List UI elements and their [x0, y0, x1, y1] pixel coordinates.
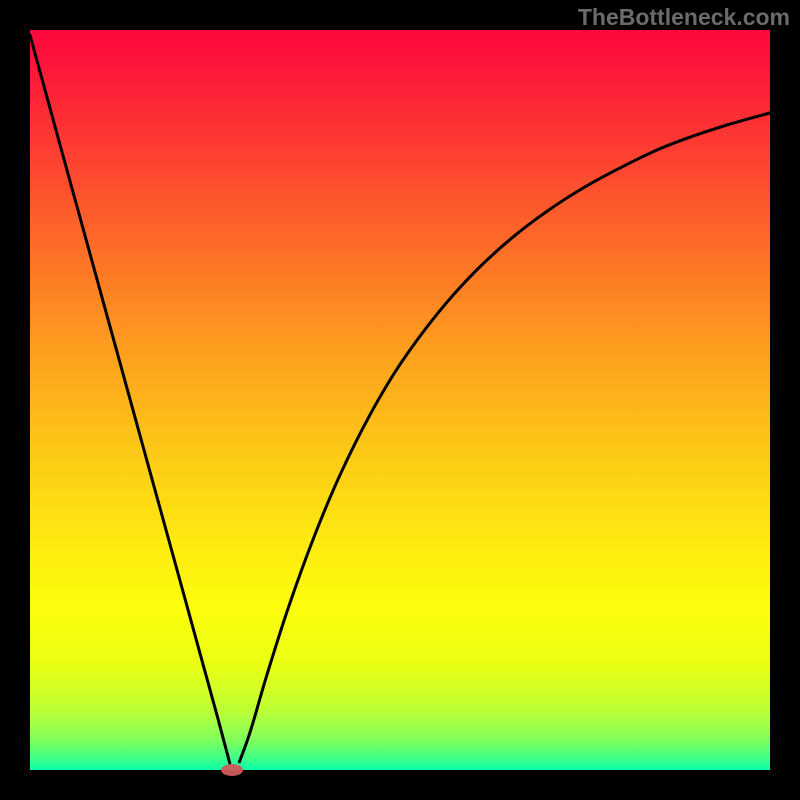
chart-container: TheBottleneck.com — [0, 0, 800, 800]
trough-marker — [221, 764, 243, 776]
plot-background — [30, 30, 770, 770]
chart-svg — [0, 0, 800, 800]
watermark-text: TheBottleneck.com — [578, 4, 790, 31]
